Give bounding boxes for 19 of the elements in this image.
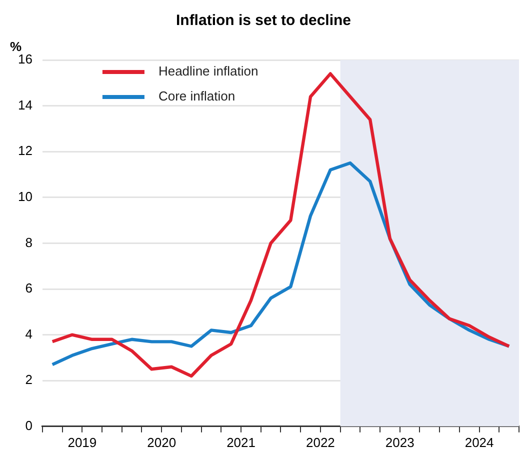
y-tick-label: 0	[25, 418, 32, 433]
y-tick-label: 14	[18, 97, 32, 112]
legend-label: Core inflation	[158, 88, 236, 104]
y-tick-label: 10	[18, 188, 32, 204]
legend-label: Headline inflation	[158, 64, 258, 79]
y-tick-label: 12	[18, 143, 32, 158]
x-tick-label: 2019	[68, 434, 97, 450]
chart-title: Inflation is set to decline	[176, 12, 352, 30]
x-tick-label: 2020	[147, 434, 176, 450]
y-tick-label: 2	[25, 372, 32, 388]
y-tick-label: 4	[25, 326, 32, 342]
y-tick-label: 16	[18, 52, 32, 67]
x-tick-label: 2022	[306, 434, 335, 450]
x-tick-label: 2024	[464, 434, 494, 450]
y-axis-title: %	[10, 39, 22, 54]
y-tick-label: 8	[25, 234, 32, 250]
y-tick-label: 6	[25, 280, 32, 296]
x-tick-label: 2021	[226, 434, 256, 450]
x-tick-label: 2023	[385, 434, 414, 450]
